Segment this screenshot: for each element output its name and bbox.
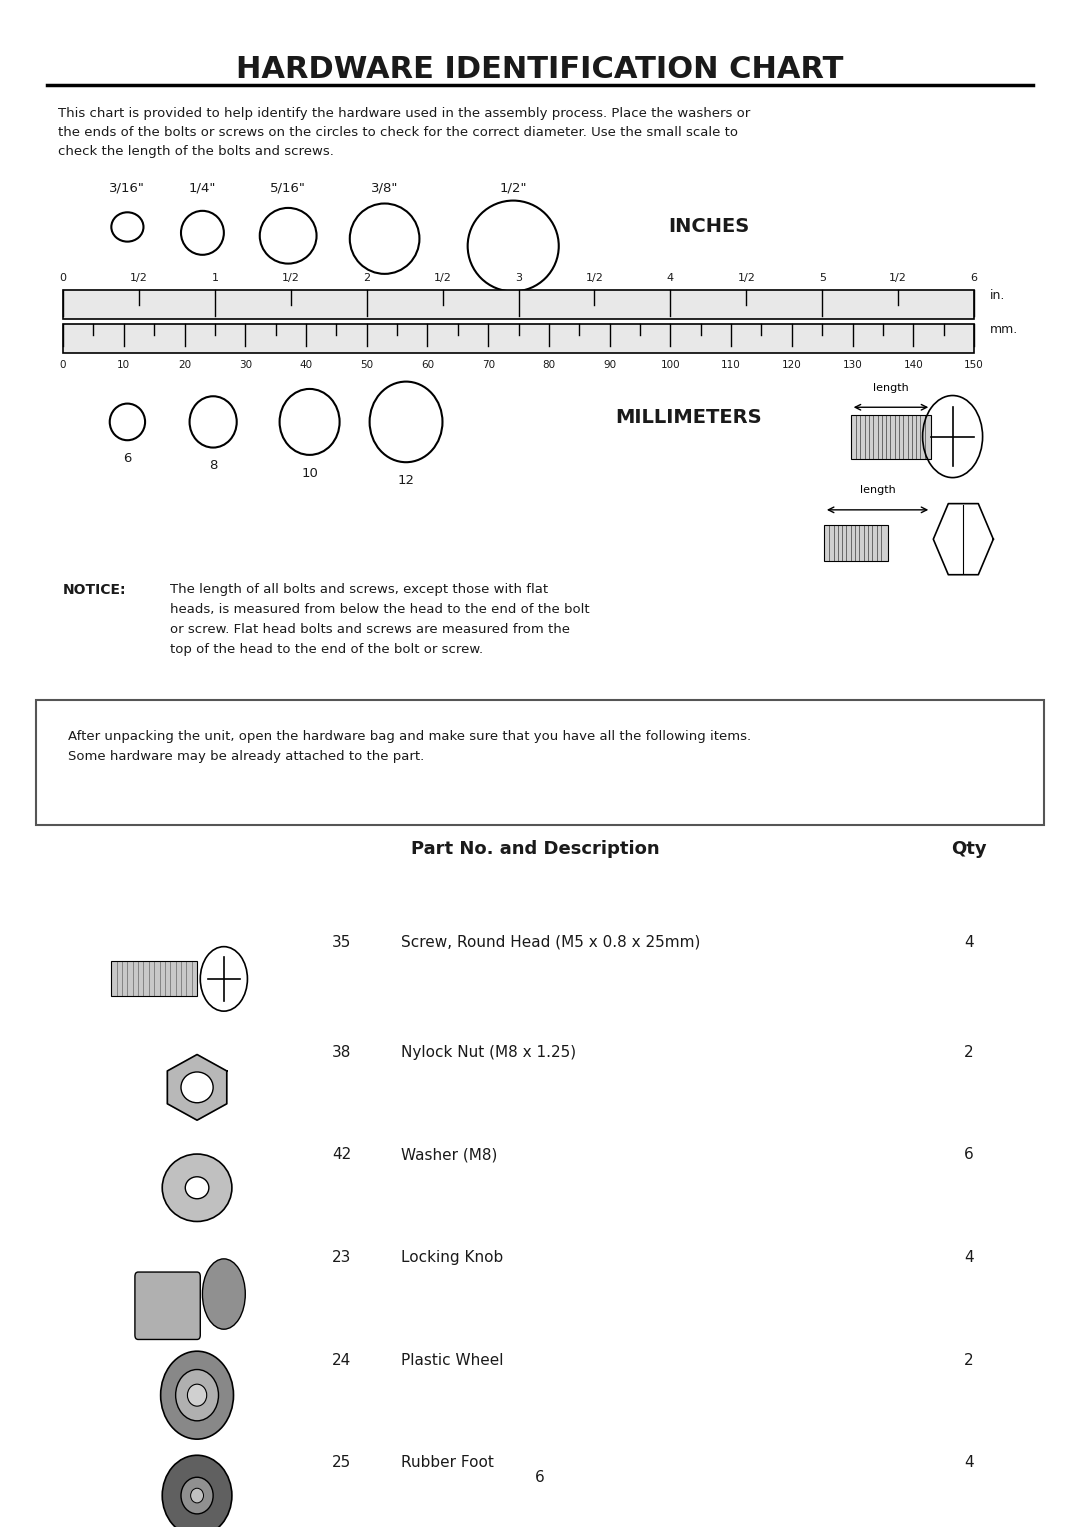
Ellipse shape xyxy=(181,1072,213,1102)
Text: 4: 4 xyxy=(963,1251,973,1264)
Text: 1/2: 1/2 xyxy=(585,273,604,282)
Text: 42: 42 xyxy=(333,1147,351,1162)
Text: 20: 20 xyxy=(178,360,191,371)
Text: 80: 80 xyxy=(542,360,555,371)
Ellipse shape xyxy=(202,1258,245,1328)
Text: 130: 130 xyxy=(842,360,863,371)
Text: 6: 6 xyxy=(963,1147,973,1162)
Text: 25: 25 xyxy=(333,1455,351,1471)
Text: Nylock Nut (M8 x 1.25): Nylock Nut (M8 x 1.25) xyxy=(401,1044,576,1060)
Text: 40: 40 xyxy=(299,360,312,371)
Text: in.: in. xyxy=(990,289,1005,302)
Text: 1/2: 1/2 xyxy=(130,273,148,282)
Text: 4: 4 xyxy=(963,935,973,950)
Text: length: length xyxy=(860,486,895,495)
Text: 0: 0 xyxy=(59,273,67,282)
FancyBboxPatch shape xyxy=(824,524,888,560)
Text: 4: 4 xyxy=(963,1455,973,1471)
Text: 6: 6 xyxy=(535,1469,545,1484)
Text: 5/16": 5/16" xyxy=(270,182,306,195)
Text: 2: 2 xyxy=(963,1044,973,1060)
Ellipse shape xyxy=(191,1489,203,1503)
Text: This chart is provided to help identify the hardware used in the assembly proces: This chart is provided to help identify … xyxy=(57,107,750,157)
Ellipse shape xyxy=(188,1383,206,1406)
Text: 150: 150 xyxy=(964,360,984,371)
Text: 4: 4 xyxy=(666,273,674,282)
Text: MILLIMETERS: MILLIMETERS xyxy=(615,408,761,428)
Text: Locking Knob: Locking Knob xyxy=(401,1251,503,1264)
Text: 1/2: 1/2 xyxy=(434,273,451,282)
Text: Qty: Qty xyxy=(950,840,986,858)
Text: 1/2: 1/2 xyxy=(282,273,300,282)
Text: 3/16": 3/16" xyxy=(109,182,146,195)
Text: 24: 24 xyxy=(333,1353,351,1368)
Text: 50: 50 xyxy=(361,360,374,371)
Text: Part No. and Description: Part No. and Description xyxy=(411,840,660,858)
Text: 100: 100 xyxy=(661,360,680,371)
Text: length: length xyxy=(873,383,908,392)
Text: 35: 35 xyxy=(332,935,351,950)
Text: mm.: mm. xyxy=(990,324,1018,336)
Text: Rubber Foot: Rubber Foot xyxy=(401,1455,494,1471)
Text: Washer (M8): Washer (M8) xyxy=(401,1147,497,1162)
FancyBboxPatch shape xyxy=(63,290,974,319)
Text: 6: 6 xyxy=(123,452,132,464)
Text: HARDWARE IDENTIFICATION CHART: HARDWARE IDENTIFICATION CHART xyxy=(237,55,843,84)
Text: 3/8": 3/8" xyxy=(370,182,399,195)
FancyBboxPatch shape xyxy=(111,962,197,997)
Text: 120: 120 xyxy=(782,360,801,371)
Text: 60: 60 xyxy=(421,360,434,371)
Text: 1/2: 1/2 xyxy=(889,273,907,282)
Text: 1/4": 1/4" xyxy=(189,182,216,195)
Ellipse shape xyxy=(162,1154,232,1222)
Text: INCHES: INCHES xyxy=(669,217,750,237)
Text: After unpacking the unit, open the hardware bag and make sure that you have all : After unpacking the unit, open the hardw… xyxy=(68,730,752,762)
Text: 3: 3 xyxy=(515,273,522,282)
Ellipse shape xyxy=(181,1477,213,1513)
Text: 140: 140 xyxy=(904,360,923,371)
Text: NOTICE:: NOTICE: xyxy=(63,583,126,597)
Text: 70: 70 xyxy=(482,360,495,371)
Text: 1/2": 1/2" xyxy=(499,182,527,195)
Text: 5: 5 xyxy=(819,273,826,282)
Ellipse shape xyxy=(161,1351,233,1438)
Ellipse shape xyxy=(162,1455,232,1527)
FancyBboxPatch shape xyxy=(851,414,931,458)
Text: 2: 2 xyxy=(363,273,370,282)
Text: The length of all bolts and screws, except those with flat
heads, is measured fr: The length of all bolts and screws, exce… xyxy=(171,583,590,657)
Text: 38: 38 xyxy=(332,1044,351,1060)
Text: 10: 10 xyxy=(118,360,131,371)
Text: 8: 8 xyxy=(208,460,217,472)
Ellipse shape xyxy=(186,1177,208,1199)
Text: 23: 23 xyxy=(332,1251,351,1264)
Polygon shape xyxy=(167,1055,227,1121)
Text: 1: 1 xyxy=(212,273,218,282)
FancyBboxPatch shape xyxy=(135,1272,200,1339)
Text: Screw, Round Head (M5 x 0.8 x 25mm): Screw, Round Head (M5 x 0.8 x 25mm) xyxy=(401,935,700,950)
Text: 6: 6 xyxy=(971,273,977,282)
Text: 110: 110 xyxy=(721,360,741,371)
Text: Plastic Wheel: Plastic Wheel xyxy=(401,1353,503,1368)
Text: 30: 30 xyxy=(239,360,252,371)
Text: 90: 90 xyxy=(603,360,617,371)
Text: 0: 0 xyxy=(59,360,66,371)
FancyBboxPatch shape xyxy=(37,701,1043,825)
Text: 10: 10 xyxy=(301,467,318,479)
Ellipse shape xyxy=(176,1370,218,1420)
FancyBboxPatch shape xyxy=(63,324,974,353)
Text: 1/2: 1/2 xyxy=(738,273,755,282)
Text: 12: 12 xyxy=(397,473,415,487)
Text: 2: 2 xyxy=(963,1353,973,1368)
